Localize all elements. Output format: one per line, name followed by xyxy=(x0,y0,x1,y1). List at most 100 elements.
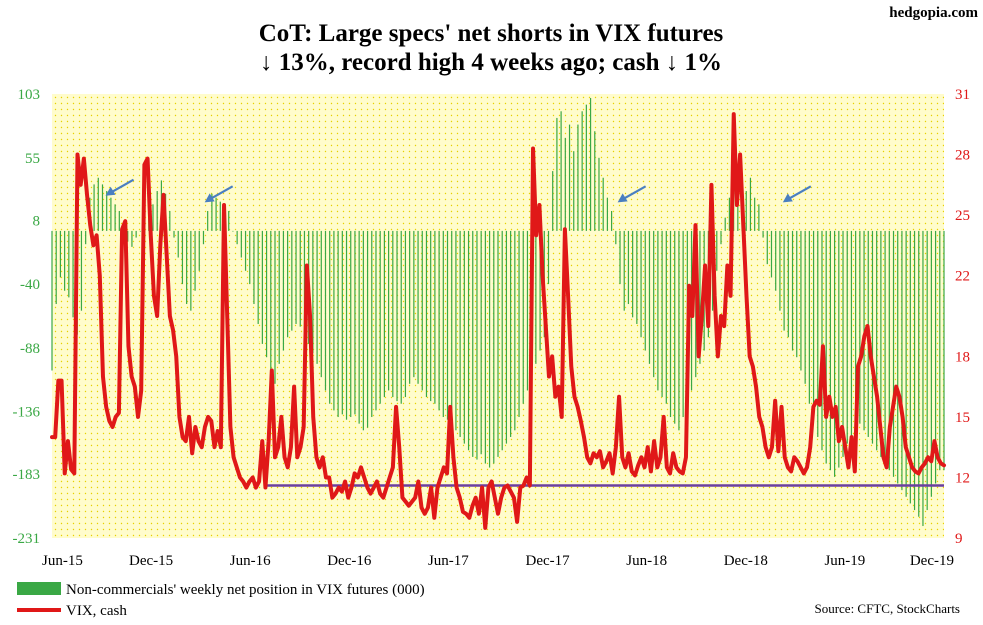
y-left-axis: 103 55 8 -40 -88 -136 -183 -231 xyxy=(13,87,41,547)
bar xyxy=(219,201,221,231)
bar xyxy=(623,230,625,311)
bar xyxy=(791,230,794,351)
bar xyxy=(388,230,390,391)
y-left-tick-label: -136 xyxy=(13,405,41,421)
bar xyxy=(455,230,457,431)
bar xyxy=(312,230,314,354)
bar xyxy=(375,230,377,411)
bar xyxy=(821,230,823,451)
bar xyxy=(669,230,672,418)
bar xyxy=(514,230,516,431)
bar xyxy=(518,230,520,418)
bar xyxy=(758,204,760,231)
bar xyxy=(913,230,916,511)
bar xyxy=(59,230,62,278)
bar xyxy=(253,230,255,305)
bar xyxy=(299,230,301,327)
bar xyxy=(442,230,444,418)
bar xyxy=(501,230,503,451)
bar xyxy=(568,124,571,231)
y-left-tick-label: -183 xyxy=(13,467,41,483)
bar xyxy=(392,230,394,398)
bar xyxy=(417,230,419,384)
bar xyxy=(880,230,882,457)
bar xyxy=(770,230,773,278)
x-tick-label: Dec-15 xyxy=(129,553,173,569)
bar xyxy=(413,230,415,378)
bar xyxy=(589,97,592,231)
bar xyxy=(581,111,583,231)
x-tick-label: Dec-16 xyxy=(327,553,372,569)
bar xyxy=(505,230,508,444)
bar xyxy=(274,230,276,384)
bar xyxy=(842,230,844,457)
bar xyxy=(451,230,453,424)
bar xyxy=(85,230,87,245)
bar xyxy=(383,230,385,398)
bar xyxy=(198,230,200,271)
bar xyxy=(926,230,928,511)
bar xyxy=(871,230,874,444)
bar xyxy=(552,171,554,231)
bar xyxy=(421,230,423,391)
bar xyxy=(467,230,470,451)
bar xyxy=(244,230,247,271)
bar xyxy=(337,230,339,418)
bar xyxy=(884,230,886,464)
y-right-tick-label: 9 xyxy=(955,531,963,547)
legend-label-line: VIX, cash xyxy=(66,603,127,619)
x-tick-label: Jun-18 xyxy=(626,553,667,569)
bar xyxy=(354,230,356,415)
bar xyxy=(333,230,335,411)
bar xyxy=(240,230,242,258)
bar xyxy=(68,230,70,298)
bar xyxy=(846,230,848,444)
bar xyxy=(434,230,436,404)
bar xyxy=(602,177,604,231)
bar xyxy=(190,230,192,311)
bar xyxy=(901,230,903,491)
bar xyxy=(674,230,676,424)
bar xyxy=(539,230,541,351)
bar xyxy=(430,230,432,402)
bar xyxy=(446,230,449,420)
bar xyxy=(648,230,651,364)
bar xyxy=(177,230,179,258)
line-layer xyxy=(50,112,946,530)
source-note: Source: CFTC, StockCharts xyxy=(814,601,960,616)
bar xyxy=(762,230,764,238)
brand-label: hedgopia.com xyxy=(889,5,978,21)
bar xyxy=(796,230,798,358)
annotation-arrow xyxy=(782,185,812,203)
bar xyxy=(169,210,171,231)
bar xyxy=(341,230,343,415)
legend-label-bars: Non-commercials' weekly net position in … xyxy=(66,582,425,598)
bar xyxy=(278,230,280,364)
bar xyxy=(888,230,890,471)
bar xyxy=(787,230,789,338)
bar xyxy=(51,230,53,371)
bar xyxy=(838,230,840,468)
bar xyxy=(55,230,57,305)
bar xyxy=(345,230,348,420)
bar xyxy=(261,230,263,344)
bar xyxy=(425,230,428,398)
bar xyxy=(745,191,747,231)
bar xyxy=(106,191,108,231)
bar xyxy=(152,204,154,231)
bar xyxy=(181,230,184,285)
bar xyxy=(371,230,373,418)
x-tick-label: Jun-15 xyxy=(42,553,83,569)
y-right-axis: 31 28 25 22 18 15 12 9 xyxy=(955,87,970,547)
x-tick-label: Jun-17 xyxy=(428,553,469,569)
bar xyxy=(400,230,402,404)
bar xyxy=(131,230,133,247)
bar xyxy=(627,230,630,305)
bar xyxy=(636,230,638,324)
bar xyxy=(265,230,268,358)
y-left-tick-label: 55 xyxy=(25,151,40,167)
bar xyxy=(812,230,815,418)
bar xyxy=(228,210,230,231)
bar xyxy=(207,210,209,231)
bar xyxy=(606,197,608,231)
